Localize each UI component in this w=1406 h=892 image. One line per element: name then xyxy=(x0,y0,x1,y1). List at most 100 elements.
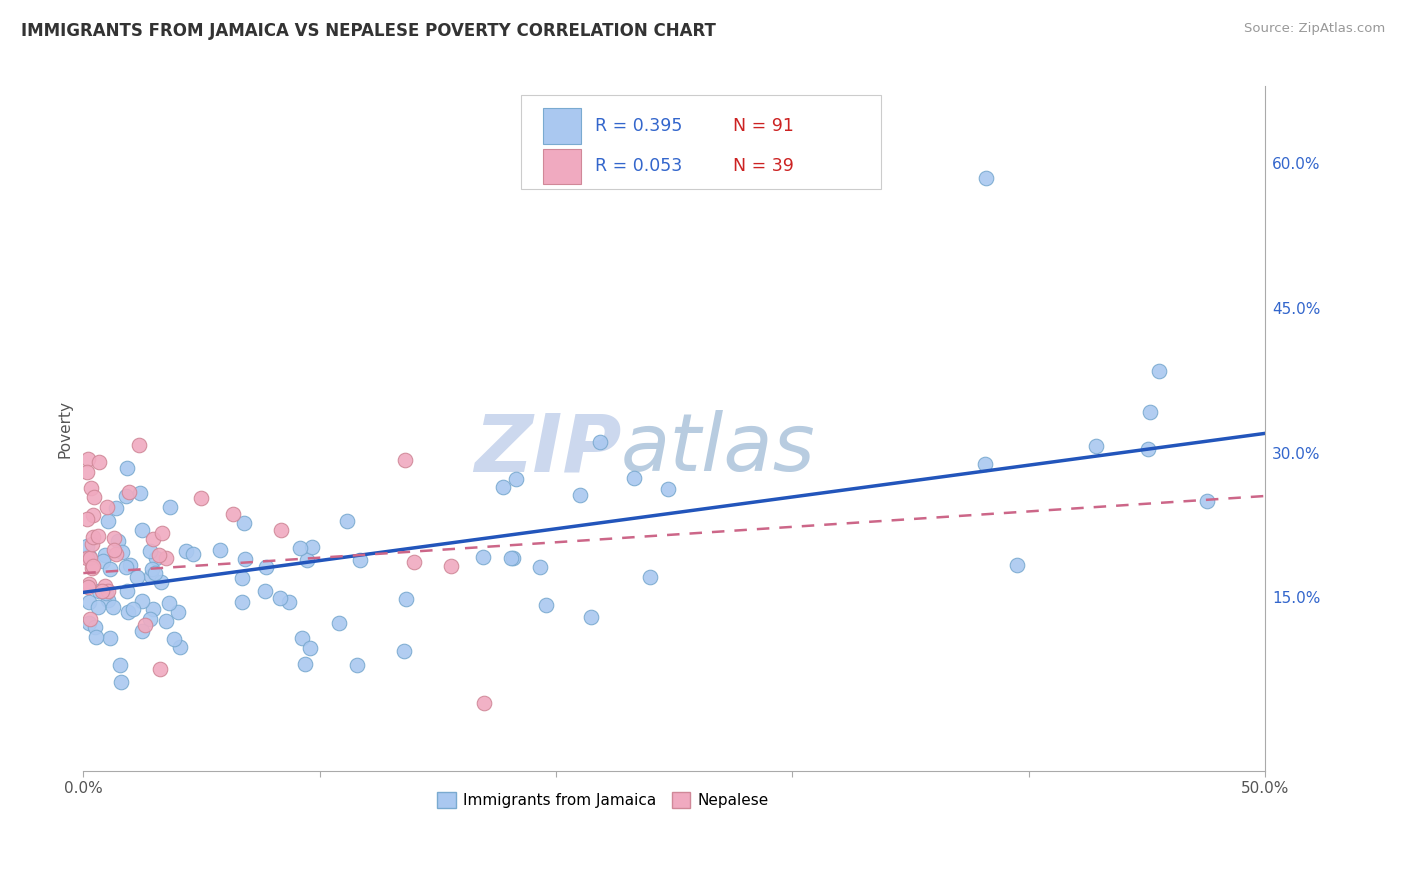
Point xyxy=(91,583,114,598)
Point xyxy=(291,631,314,645)
Point xyxy=(294,657,316,672)
Point xyxy=(94,548,117,562)
Point xyxy=(143,566,166,581)
Point xyxy=(94,579,117,593)
Text: R = 0.395: R = 0.395 xyxy=(595,117,682,135)
Point xyxy=(101,600,124,615)
Point xyxy=(254,560,277,574)
Point xyxy=(328,615,350,630)
Point xyxy=(82,537,104,551)
Point xyxy=(231,595,253,609)
Point xyxy=(97,514,120,528)
Point xyxy=(108,657,131,672)
Point xyxy=(233,552,256,566)
Point xyxy=(534,599,557,613)
Point xyxy=(105,500,128,515)
Point xyxy=(97,583,120,598)
Point xyxy=(150,525,173,540)
Point xyxy=(131,624,153,638)
Point xyxy=(76,512,98,526)
Point xyxy=(1149,364,1171,378)
Text: ZIP: ZIP xyxy=(474,410,621,488)
Point xyxy=(139,544,162,558)
Point xyxy=(589,435,612,450)
Point xyxy=(159,500,181,514)
Point xyxy=(86,599,108,614)
Point xyxy=(529,560,551,574)
Point xyxy=(117,605,139,619)
Point xyxy=(269,591,291,605)
Text: R = 0.053: R = 0.053 xyxy=(595,157,682,176)
Point xyxy=(155,614,177,628)
Point xyxy=(973,457,995,471)
Point xyxy=(623,470,645,484)
Point xyxy=(131,523,153,537)
Point xyxy=(349,553,371,567)
Point xyxy=(1137,442,1160,456)
Point xyxy=(131,594,153,608)
Point xyxy=(77,581,100,595)
Point xyxy=(581,610,603,624)
Point xyxy=(149,662,172,676)
Point xyxy=(298,640,321,655)
Point xyxy=(98,632,121,646)
Point xyxy=(107,533,129,548)
Point xyxy=(80,561,103,575)
Point xyxy=(77,549,100,563)
Point xyxy=(76,466,98,480)
Point xyxy=(155,551,177,566)
Point xyxy=(122,602,145,616)
Point xyxy=(103,531,125,545)
Point xyxy=(167,605,190,619)
Point xyxy=(82,530,104,544)
Point xyxy=(491,480,513,494)
Point xyxy=(505,472,527,486)
Point xyxy=(471,549,494,564)
Point xyxy=(439,558,461,573)
Point xyxy=(254,583,277,598)
Point xyxy=(231,571,253,585)
Text: Source: ZipAtlas.com: Source: ZipAtlas.com xyxy=(1244,22,1385,36)
Point xyxy=(84,630,107,644)
Point xyxy=(346,657,368,672)
Point xyxy=(278,594,301,608)
Point xyxy=(148,548,170,562)
Point xyxy=(395,592,418,607)
Point xyxy=(163,632,186,647)
Point xyxy=(115,559,138,574)
Point xyxy=(472,696,495,710)
Point xyxy=(115,490,138,504)
Text: N = 91: N = 91 xyxy=(734,117,794,135)
Point xyxy=(638,570,661,584)
Point xyxy=(84,620,107,634)
Point xyxy=(141,561,163,575)
Point xyxy=(1195,494,1218,508)
Point xyxy=(77,452,100,467)
Point xyxy=(1085,439,1108,453)
Point xyxy=(336,514,359,528)
Point xyxy=(222,507,245,521)
Point xyxy=(208,543,231,558)
Point xyxy=(87,455,110,469)
Point xyxy=(94,586,117,600)
Point xyxy=(1005,558,1028,573)
Point xyxy=(91,554,114,568)
Point xyxy=(128,438,150,452)
Point xyxy=(1139,404,1161,418)
Point xyxy=(87,529,110,543)
Point xyxy=(110,675,132,690)
Point xyxy=(77,577,100,591)
Point xyxy=(76,551,98,566)
Point xyxy=(145,551,167,566)
Point xyxy=(79,551,101,566)
Point xyxy=(142,532,165,546)
Point xyxy=(181,547,204,561)
Point xyxy=(77,595,100,609)
FancyBboxPatch shape xyxy=(543,108,581,144)
Point xyxy=(297,553,319,567)
Point xyxy=(103,543,125,558)
Point xyxy=(129,486,152,500)
Point xyxy=(76,539,98,553)
Point xyxy=(157,596,180,610)
Text: IMMIGRANTS FROM JAMAICA VS NEPALESE POVERTY CORRELATION CHART: IMMIGRANTS FROM JAMAICA VS NEPALESE POVE… xyxy=(21,22,716,40)
